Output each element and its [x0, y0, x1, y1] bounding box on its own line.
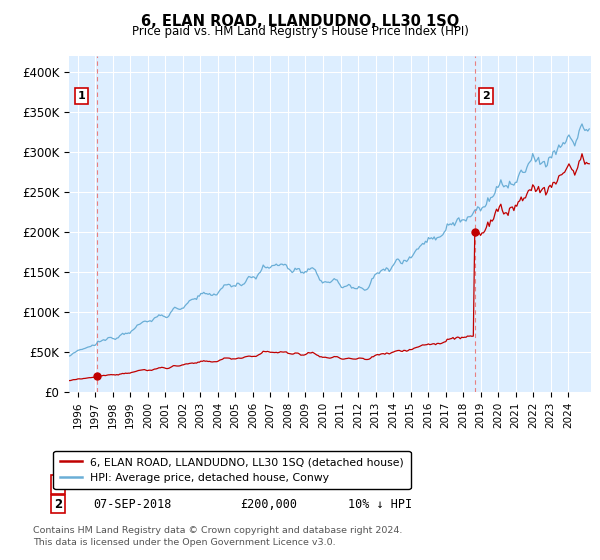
Text: 1: 1	[77, 91, 85, 101]
Legend: 6, ELAN ROAD, LLANDUDNO, LL30 1SQ (detached house), HPI: Average price, detached: 6, ELAN ROAD, LLANDUDNO, LL30 1SQ (detac…	[53, 451, 410, 489]
Text: 6, ELAN ROAD, LLANDUDNO, LL30 1SQ: 6, ELAN ROAD, LLANDUDNO, LL30 1SQ	[141, 14, 459, 29]
Text: 25-FEB-1997: 25-FEB-1997	[93, 478, 172, 491]
Text: 10% ↓ HPI: 10% ↓ HPI	[348, 497, 412, 511]
Text: 07-SEP-2018: 07-SEP-2018	[93, 497, 172, 511]
Text: Contains HM Land Registry data © Crown copyright and database right 2024.: Contains HM Land Registry data © Crown c…	[33, 526, 403, 535]
Text: 2: 2	[482, 91, 490, 101]
Text: This data is licensed under the Open Government Licence v3.0.: This data is licensed under the Open Gov…	[33, 538, 335, 547]
Text: Price paid vs. HM Land Registry's House Price Index (HPI): Price paid vs. HM Land Registry's House …	[131, 25, 469, 38]
Text: £20,000: £20,000	[240, 478, 290, 491]
Text: 1: 1	[54, 478, 62, 491]
Text: 69% ↓ HPI: 69% ↓ HPI	[348, 478, 412, 491]
Text: £200,000: £200,000	[240, 497, 297, 511]
Text: 2: 2	[54, 497, 62, 511]
